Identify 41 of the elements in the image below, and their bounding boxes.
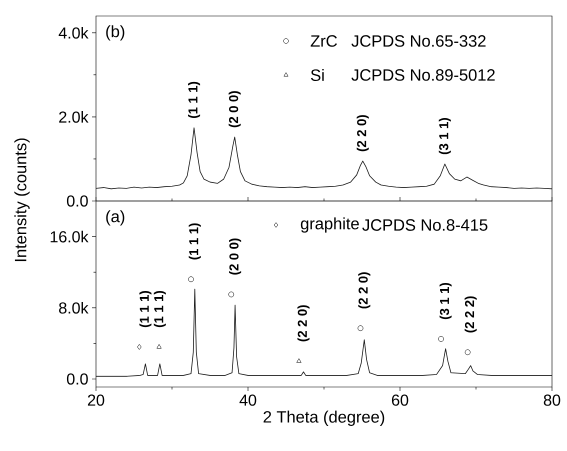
y-tick-label: 0.0 <box>66 195 88 207</box>
y-tick-label: 8.0k <box>59 302 88 314</box>
annotation: (1 1 1) <box>154 290 166 328</box>
annotation: (b) <box>106 25 124 41</box>
annotation: (2 2 0) <box>297 305 310 342</box>
x-tick-label: 80 <box>544 394 560 406</box>
point <box>188 276 194 282</box>
y-tick-label: 0.0 <box>66 373 88 385</box>
point <box>296 358 302 363</box>
legend-label: graphite <box>300 217 359 233</box>
y-tick-label: 16.0k <box>50 230 88 242</box>
point <box>137 344 142 350</box>
annotation: JCPDS No.8-415 <box>362 219 488 231</box>
legend-label: ZrC <box>310 35 337 47</box>
y-tick-label: 4.0k <box>58 26 88 39</box>
annotation: (3 1 1) <box>438 118 451 154</box>
annotation: (1 1 1) <box>188 82 200 118</box>
legend-label: Si <box>310 68 324 82</box>
annotation: (2 2 0) <box>356 115 369 152</box>
line-series <box>96 127 552 190</box>
annotation: (a) <box>106 210 124 226</box>
x-tick-label: 60 <box>392 394 408 406</box>
point <box>228 292 234 298</box>
x-axis-title: 2 Theta (degree) <box>264 410 384 426</box>
annotation: (2 0 0) <box>228 91 241 128</box>
point <box>464 349 470 356</box>
point <box>156 344 162 349</box>
annotation: (1 1 1) <box>188 223 201 260</box>
annotation: (2 0 0) <box>229 238 242 275</box>
y-axis-title: Intensity (counts) <box>14 138 30 262</box>
annotation: JCPDS No.65-332 <box>351 35 486 47</box>
annotation: JCPDS No.89-5012 <box>351 69 495 81</box>
annotation: (3 1 1) <box>440 282 452 320</box>
x-tick-label: 20 <box>88 394 104 406</box>
annotation: (2 2 0) <box>358 272 370 308</box>
x-tick-label: 40 <box>239 394 256 406</box>
annotation: (1 1 1) <box>139 290 152 328</box>
annotation: (2 2 2) <box>464 296 477 332</box>
point <box>438 336 444 342</box>
y-tick-label: 2.0k <box>59 111 88 123</box>
point <box>358 325 364 332</box>
